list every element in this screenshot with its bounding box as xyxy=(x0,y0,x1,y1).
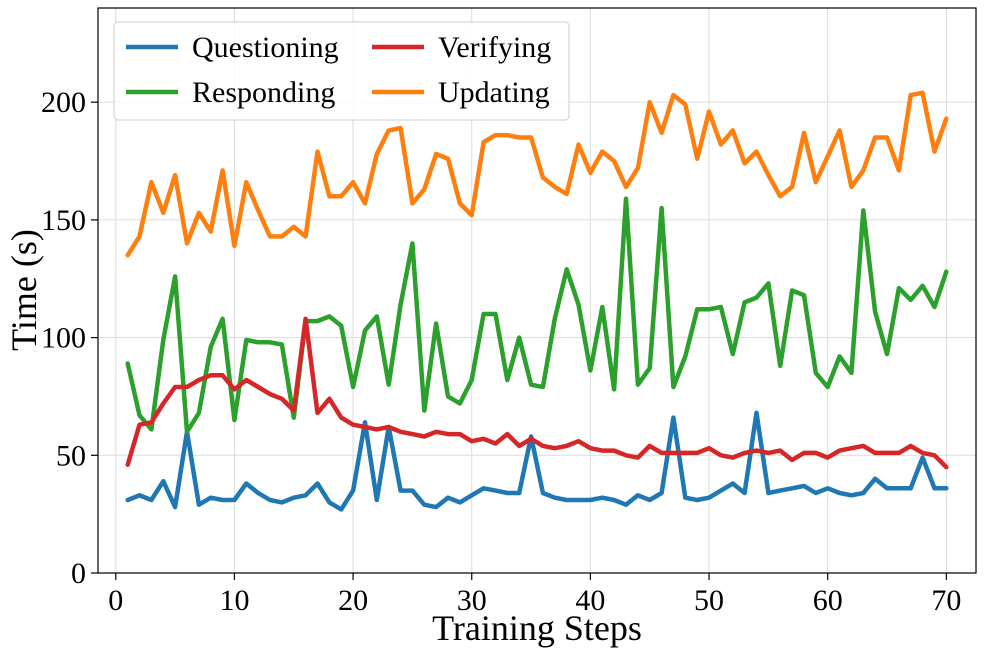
y-axis-ticks: 0 50 100 150 200 xyxy=(41,86,98,590)
legend-box xyxy=(113,21,570,121)
series-line-updating xyxy=(125,90,949,258)
legend-label-questioning: Questioning xyxy=(192,31,339,64)
x-tick-label: 10 xyxy=(219,584,249,617)
legend-label-updating: Updating xyxy=(438,76,550,109)
legend-label-verifying: Verifying xyxy=(438,31,551,64)
x-tick-label: 20 xyxy=(338,584,368,617)
x-tick-label: 30 xyxy=(457,584,487,617)
legend: Questioning Responding Verifying Updatin… xyxy=(113,21,570,121)
y-tick-label: 0 xyxy=(71,557,86,590)
series-line-questioning xyxy=(125,410,949,512)
legend-label-responding: Responding xyxy=(192,76,335,109)
y-tick-label: 150 xyxy=(41,204,86,237)
x-axis-title: Training Steps xyxy=(432,608,642,648)
x-tick-label: 0 xyxy=(108,584,123,617)
x-tick-label: 70 xyxy=(931,584,961,617)
y-tick-label: 200 xyxy=(41,86,86,119)
series-line-verifying xyxy=(125,316,949,470)
series-layer xyxy=(125,90,949,512)
y-tick-label: 50 xyxy=(56,439,86,472)
x-tick-label: 40 xyxy=(575,584,605,617)
x-tick-label: 50 xyxy=(694,584,724,617)
series-line-responding xyxy=(125,196,949,435)
plot-frame xyxy=(97,7,977,574)
x-tick-label: 60 xyxy=(813,584,843,617)
y-tick-label: 100 xyxy=(41,322,86,355)
x-axis-ticks: 0 10 20 30 40 50 60 70 xyxy=(108,573,961,617)
y-axis-title: Time (s) xyxy=(4,229,44,351)
